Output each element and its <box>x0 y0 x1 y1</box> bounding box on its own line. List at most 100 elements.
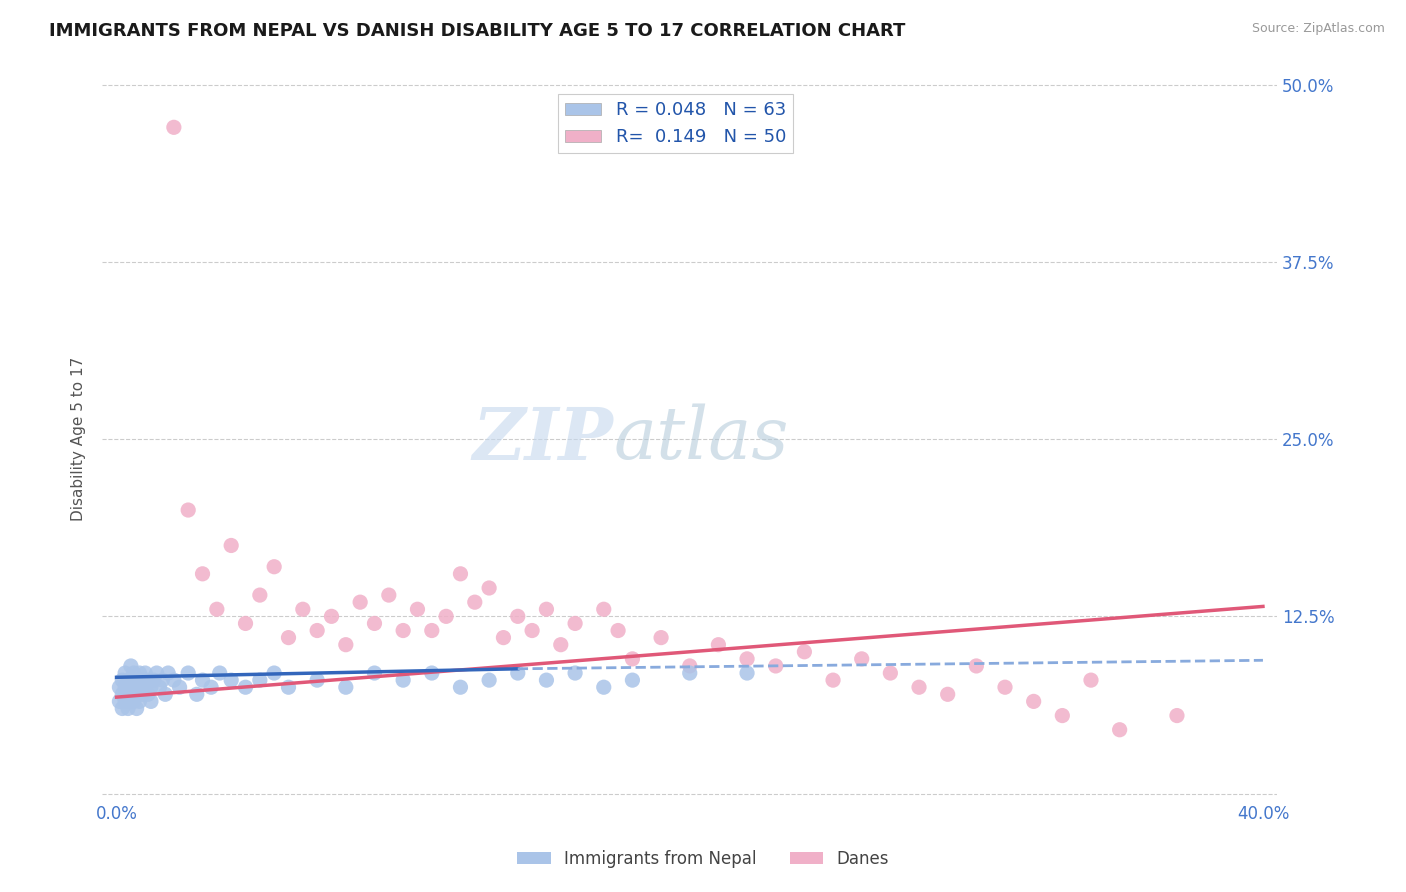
Point <box>120 680 142 694</box>
Point <box>120 694 142 708</box>
Point <box>145 666 167 681</box>
Legend: Immigrants from Nepal, Danes: Immigrants from Nepal, Danes <box>510 844 896 875</box>
Point <box>148 680 170 694</box>
Point <box>235 680 257 694</box>
Point <box>125 673 148 687</box>
Point <box>114 694 136 708</box>
Point <box>191 673 214 687</box>
Point <box>163 673 186 687</box>
Point <box>307 673 329 687</box>
Point <box>1052 708 1074 723</box>
Point <box>139 680 162 694</box>
Point <box>177 503 200 517</box>
Point <box>120 659 142 673</box>
Point <box>131 687 153 701</box>
Point <box>420 666 443 681</box>
Point <box>735 666 758 681</box>
Point <box>117 687 139 701</box>
Point <box>277 631 299 645</box>
Point <box>219 673 242 687</box>
Point <box>128 666 150 681</box>
Point <box>125 701 148 715</box>
Point <box>406 602 429 616</box>
Point <box>157 666 180 681</box>
Point <box>506 666 529 681</box>
Point <box>114 666 136 681</box>
Point <box>117 701 139 715</box>
Legend: R = 0.048   N = 63, R=  0.149   N = 50: R = 0.048 N = 63, R= 0.149 N = 50 <box>558 94 793 153</box>
Text: Source: ZipAtlas.com: Source: ZipAtlas.com <box>1251 22 1385 36</box>
Point <box>219 539 242 553</box>
Point <box>851 652 873 666</box>
Point <box>1108 723 1130 737</box>
Point <box>205 602 228 616</box>
Point <box>536 673 558 687</box>
Point <box>163 120 186 135</box>
Text: ZIP: ZIP <box>472 404 613 475</box>
Point <box>125 687 148 701</box>
Point <box>994 680 1017 694</box>
Y-axis label: Disability Age 5 to 17: Disability Age 5 to 17 <box>72 357 86 521</box>
Point <box>152 673 174 687</box>
Point <box>117 673 139 687</box>
Text: IMMIGRANTS FROM NEPAL VS DANISH DISABILITY AGE 5 TO 17 CORRELATION CHART: IMMIGRANTS FROM NEPAL VS DANISH DISABILI… <box>49 22 905 40</box>
Point <box>821 673 844 687</box>
Point <box>139 694 162 708</box>
Point <box>122 680 145 694</box>
Point <box>464 595 486 609</box>
Point <box>492 631 515 645</box>
Point <box>111 701 134 715</box>
Point <box>765 659 787 673</box>
Point <box>134 666 156 681</box>
Point <box>936 687 959 701</box>
Point <box>131 673 153 687</box>
Point <box>249 673 271 687</box>
Point <box>592 602 614 616</box>
Point <box>111 673 134 687</box>
Point <box>550 638 572 652</box>
Point <box>607 624 630 638</box>
Point <box>378 588 401 602</box>
Point <box>200 680 222 694</box>
Point <box>186 687 208 701</box>
Point <box>108 694 131 708</box>
Point <box>122 666 145 681</box>
Point <box>249 588 271 602</box>
Point <box>191 566 214 581</box>
Point <box>392 624 415 638</box>
Point <box>335 638 357 652</box>
Point <box>291 602 314 616</box>
Point <box>111 687 134 701</box>
Point <box>263 559 285 574</box>
Point <box>136 673 159 687</box>
Point <box>506 609 529 624</box>
Point <box>434 609 457 624</box>
Point <box>363 616 385 631</box>
Point <box>420 624 443 638</box>
Point <box>1080 673 1102 687</box>
Point <box>879 666 901 681</box>
Point <box>592 680 614 694</box>
Point <box>155 687 177 701</box>
Point <box>1022 694 1045 708</box>
Point <box>321 609 343 624</box>
Point <box>564 616 586 631</box>
Point <box>679 666 702 681</box>
Point <box>478 673 501 687</box>
Point <box>650 631 672 645</box>
Point <box>449 680 471 694</box>
Point <box>965 659 987 673</box>
Point <box>108 680 131 694</box>
Point <box>536 602 558 616</box>
Text: atlas: atlas <box>613 404 789 475</box>
Point <box>307 624 329 638</box>
Point <box>520 624 543 638</box>
Point <box>128 694 150 708</box>
Point <box>208 666 231 681</box>
Point <box>134 680 156 694</box>
Point <box>142 673 165 687</box>
Point <box>621 673 644 687</box>
Point <box>169 680 191 694</box>
Point <box>707 638 730 652</box>
Point <box>449 566 471 581</box>
